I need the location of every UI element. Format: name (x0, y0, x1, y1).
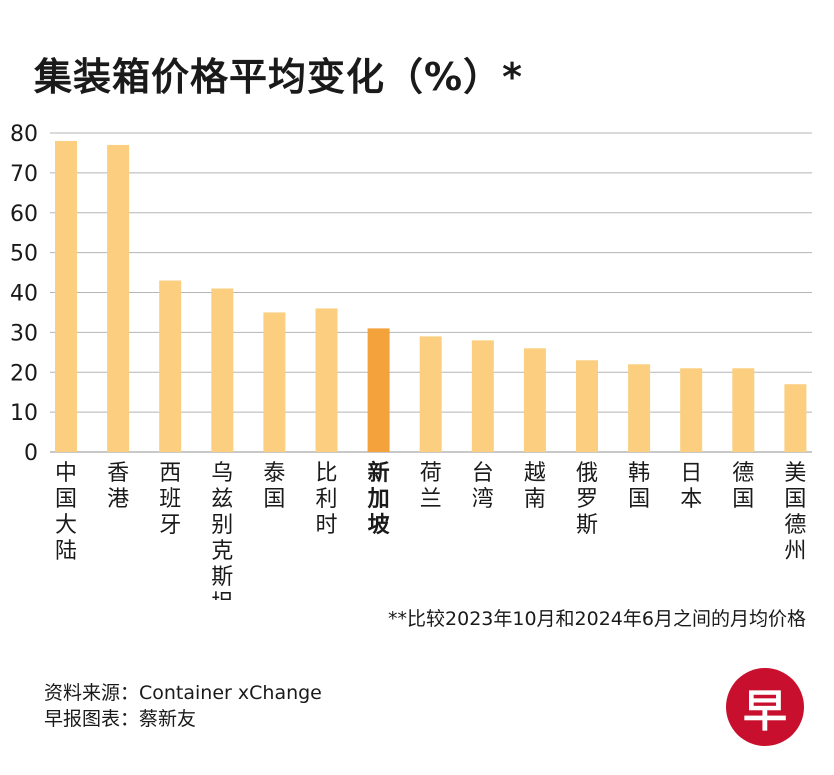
y-tick-label: 80 (10, 122, 38, 147)
y-tick-label: 70 (10, 162, 38, 187)
bar-香港 (107, 144, 130, 452)
footnote: **比较2023年10月和2024年6月之间的月均价格 (388, 608, 806, 630)
bar-比利时 (315, 308, 338, 452)
bar-俄罗斯 (576, 360, 598, 452)
bar-中国大陆 (55, 140, 77, 452)
bar-台湾 (471, 340, 494, 452)
chart-credit: 早报图表：蔡新友 (44, 708, 197, 730)
x-tick-label: 韩国 (628, 461, 650, 512)
x-tick-label: 比利时 (315, 461, 337, 538)
bar-荷兰 (419, 336, 442, 452)
bar-chart: 0 10 20 30 40 50 60 70 80 中国大陆 香港 西班牙 乌兹别克斯坦 泰国 比利时 新加… (10, 122, 812, 600)
x-tick-label: 俄罗斯 (576, 461, 598, 538)
y-tick-label: 20 (10, 361, 38, 386)
y-tick-label: 50 (10, 242, 38, 267)
x-tick-label: 美国德州 (784, 461, 806, 564)
chart-title: 集装箱价格平均变化（%）* (34, 55, 523, 99)
bar-德国 (732, 368, 755, 452)
bar-越南 (523, 348, 546, 452)
bar-新加坡 (367, 328, 390, 452)
x-tick-label: 德国 (732, 461, 754, 512)
y-tick-label: 60 (10, 202, 38, 227)
x-tick-label: 荷兰 (420, 461, 442, 512)
x-tick-label: 中国大陆 (55, 461, 77, 564)
bar-美国德州 (784, 384, 807, 452)
bar-韩国 (628, 364, 651, 452)
x-tick-label: 香港 (107, 461, 129, 512)
y-tick-label: 10 (10, 401, 38, 426)
bar-乌兹别克斯坦 (211, 288, 234, 452)
x-tick-label: 日本 (680, 461, 702, 512)
x-tick-label: 乌兹别克斯坦 (211, 461, 233, 600)
bar-泰国 (263, 312, 286, 452)
x-tick-label: 泰国 (263, 461, 285, 512)
y-tick-label: 0 (24, 441, 38, 466)
y-axis-ticks: 0 10 20 30 40 50 60 70 80 (10, 122, 38, 466)
x-tick-label: 台湾 (472, 461, 494, 512)
data-source: 资料来源：Container xChange (44, 682, 322, 704)
zaobao-logo: 早 (726, 668, 804, 746)
y-tick-label: 30 (10, 321, 38, 346)
bar-日本 (680, 368, 703, 452)
bar-西班牙 (159, 280, 182, 452)
x-tick-label: 西班牙 (159, 461, 181, 538)
bars (55, 140, 807, 452)
source-block: 资料来源：Container xChange 早报图表：蔡新友 (44, 680, 322, 732)
y-tick-label: 40 (10, 282, 38, 307)
x-tick-label: 新加坡 (367, 460, 390, 538)
x-tick-label: 越南 (524, 461, 546, 512)
